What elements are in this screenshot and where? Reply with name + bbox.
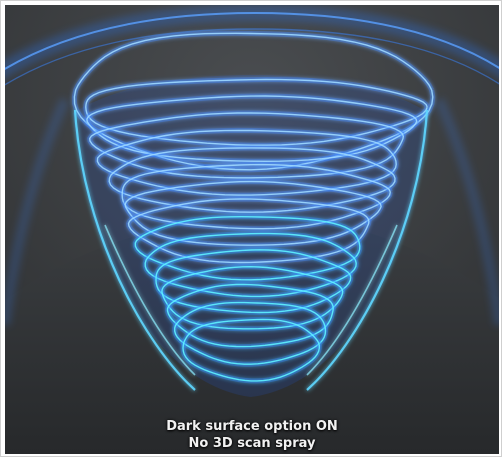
ring bbox=[166, 283, 334, 348]
ring bbox=[85, 78, 428, 146]
ring bbox=[124, 180, 382, 246]
ring bbox=[88, 112, 405, 179]
ring bbox=[174, 301, 327, 365]
ring bbox=[86, 95, 418, 163]
render-viewport[interactable]: Dark surface option ON No 3D scan spray bbox=[5, 5, 499, 454]
caption-line-1: Dark surface option ON bbox=[166, 419, 338, 434]
caption-line-2: No 3D scan spray bbox=[188, 436, 316, 451]
cone-edges bbox=[73, 109, 429, 391]
render-canvas bbox=[5, 5, 499, 454]
ring bbox=[182, 318, 320, 382]
ring-stack bbox=[71, 30, 436, 384]
outer-arcs bbox=[5, 5, 499, 326]
ring bbox=[121, 163, 391, 230]
